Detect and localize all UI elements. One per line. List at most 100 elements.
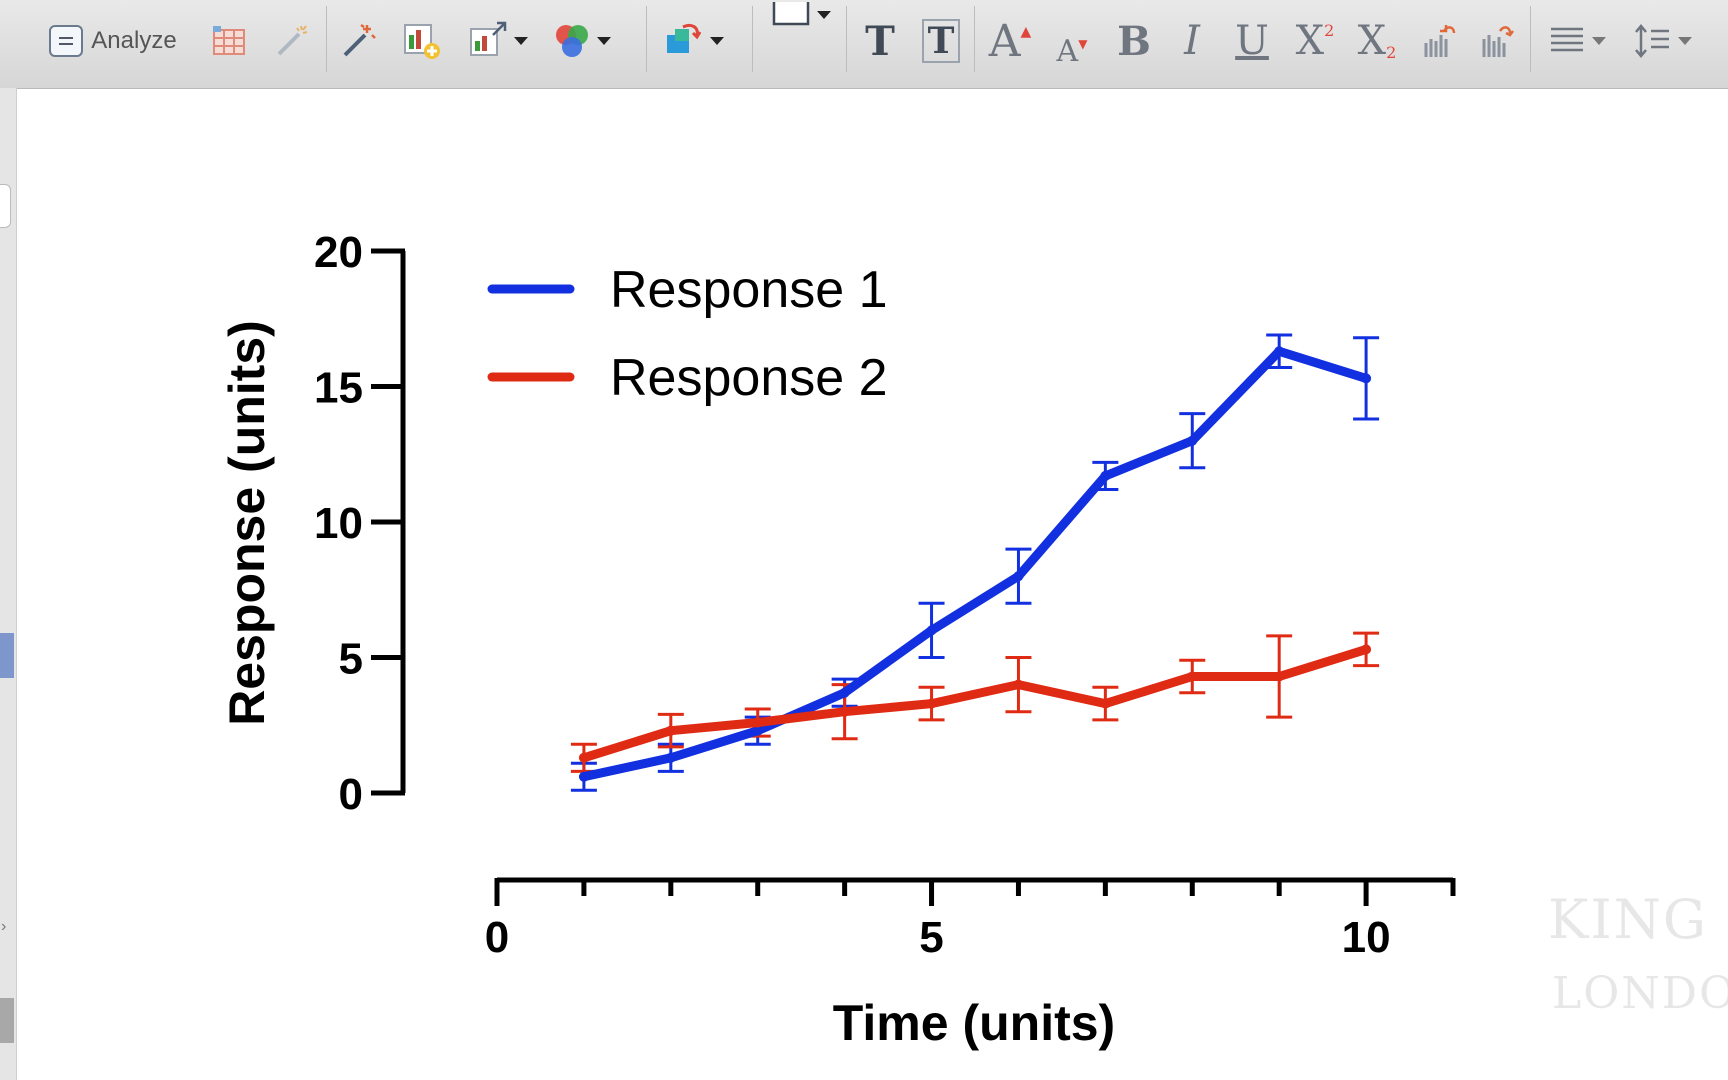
series-line-1 [579,346,1371,782]
font-bigger-glyph: A [988,15,1021,67]
change-graph-icon [469,21,506,56]
line-spacing-button[interactable] [1626,16,1698,66]
color-scheme-icon [555,25,588,57]
data-point-2 [1100,698,1111,709]
toolbar-separator [326,6,327,72]
data-point-2 [1361,644,1372,655]
y-axis: 0 5 10 15 20 [314,228,406,819]
data-point-2 [578,752,589,763]
toolbar-separator [752,6,753,72]
toolbar-separator [646,6,647,72]
toolbar-separator [974,6,975,72]
navigator-tab[interactable] [0,184,11,228]
data-point-2 [839,706,850,717]
underline-button[interactable]: U [1235,18,1269,64]
data-point-1 [578,771,589,782]
text-tool-button[interactable]: T [865,17,895,65]
left-navigator-strip: › [0,88,17,1080]
superscript-glyph: X [1295,18,1325,64]
arrow-down-icon: ▼ [1078,37,1088,51]
new-table-icon [213,26,245,55]
data-point-1 [1274,346,1285,357]
chevron-down-icon [1591,37,1606,45]
data-point-1 [1013,571,1024,582]
font-smaller-glyph: A [1056,33,1079,69]
wand-sparkle-button[interactable] [338,16,380,66]
legend-label-1: Response 1 [610,261,888,319]
data-point-2 [926,698,937,709]
y-axis-title: Response (units) [219,320,275,726]
analyze-label: Analyze [91,27,177,54]
y-tick-label: 5 [339,635,363,684]
line-spacing-icon [1634,24,1669,58]
y-tick-label: 15 [314,364,363,413]
align-icon [1550,27,1583,52]
wand-sparkle-icon [343,23,376,57]
data-point-2 [665,725,676,736]
magic-wand-button[interactable] [272,16,312,66]
data-point-1 [926,625,937,636]
analyze-doc-icon [49,25,84,57]
data-point-1 [839,687,850,698]
chevron-right-icon[interactable]: › [1,918,7,935]
data-point-2 [1274,671,1285,682]
font-smaller-button[interactable]: A ▼ [1050,16,1094,76]
data-point-1 [752,725,763,736]
bar-increase-button[interactable] [1418,16,1462,66]
chevron-down-icon [596,37,611,45]
data-point-1 [665,752,676,763]
layout-icon [666,23,701,53]
align-button[interactable] [1540,16,1612,66]
data-point-2 [752,717,763,728]
text-box-button[interactable]: T [918,16,964,66]
watermark-line1: KING [1548,888,1709,951]
y-tick-label: 0 [339,770,363,819]
new-table-button[interactable] [210,16,250,66]
subscript-mark: 2 [1386,42,1397,62]
bar-increase-icon [1424,25,1456,57]
chevron-down-icon [1677,37,1692,45]
magic-wand-icon [277,25,308,56]
superscript-mark: 2 [1324,20,1335,40]
change-graph-button[interactable] [462,16,532,66]
navigator-selected-item[interactable] [0,633,14,678]
arrow-up-icon: ▲ [1020,24,1032,40]
toolbar-separator [846,6,847,72]
navigator-item[interactable] [0,998,14,1043]
y-tick-label: 10 [314,499,363,548]
layout-button[interactable] [658,16,728,66]
legend: Response 1 Response 2 [487,261,888,407]
bar-decrease-button[interactable] [1476,16,1520,66]
x-tick-label: 5 [919,913,943,962]
analyze-button[interactable]: Analyze [38,16,188,66]
drawing-rectangle-icon [772,2,809,26]
x-tick-label: 0 [485,913,509,962]
bold-button[interactable]: B [1117,17,1151,65]
chevron-down-icon [816,11,831,19]
x-tick-label: 10 [1342,913,1391,962]
add-graph-button[interactable] [400,16,444,66]
bar-decrease-icon [1482,26,1514,57]
x-axis-title: Time (units) [833,995,1115,1051]
data-point-2 [1013,679,1024,690]
italic-button[interactable]: I [1184,18,1200,64]
data-point-1 [1100,470,1111,481]
x-axis: 0 5 10 [485,877,1456,962]
watermark-line2: LONDON [1552,968,1728,1019]
chevron-down-icon [709,37,724,45]
data-point-2 [1187,671,1198,682]
drawing-rectangle-button[interactable] [764,0,836,30]
color-scheme-button[interactable] [548,16,614,66]
data-point-1 [1187,435,1198,446]
plot-area [570,333,1380,792]
font-bigger-button[interactable]: A ▲ [986,15,1034,67]
data-point-1 [1361,373,1372,384]
toolbar-separator [1530,6,1531,72]
add-graph-icon [404,24,440,59]
subscript-glyph: X [1357,18,1387,64]
chevron-down-icon [513,37,528,45]
